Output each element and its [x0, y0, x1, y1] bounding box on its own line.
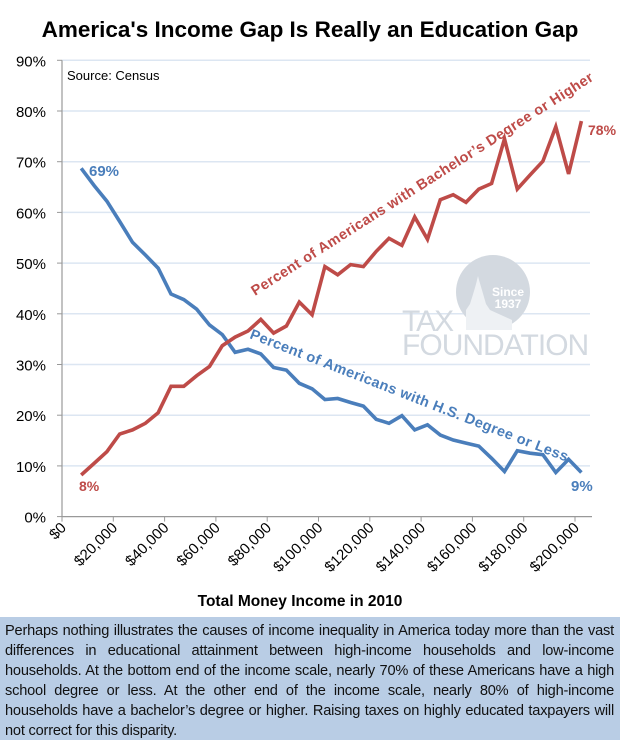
y-tick-label: 40% [16, 307, 46, 324]
x-tick-label: $40,000 [122, 519, 172, 569]
x-tick-label: $120,000 [321, 519, 377, 575]
y-tick-label: 10% [16, 459, 46, 476]
series-lines [79, 120, 584, 477]
source-note: Source: Census [67, 68, 160, 83]
bachelors-start-label: 8% [79, 478, 100, 494]
bachelors-end-label: 78% [588, 122, 617, 138]
line-chart: America's Income Gap Is Really an Educat… [16, 17, 617, 610]
caption-footer: Perhaps nothing illustrates the causes o… [0, 617, 620, 740]
source-box [63, 62, 173, 88]
x-tick-label: $60,000 [173, 519, 223, 569]
x-tick-label: $140,000 [373, 519, 429, 575]
x-tick-label: $0 [46, 519, 70, 543]
y-tick-label: 50% [16, 256, 46, 273]
hs-start-label: 69% [89, 163, 119, 180]
gridlines [62, 59, 590, 467]
watermark-tax: TAX [402, 305, 454, 338]
x-tick-label: $160,000 [424, 519, 480, 575]
x-axis-label: Total Money Income in 2010 [198, 593, 403, 610]
y-tick-label: 0% [24, 510, 46, 527]
capitol-dome-icon [466, 276, 512, 330]
tax-foundation-watermark: Since 1937 TAX FOUNDATION [402, 255, 590, 362]
chart-title: America's Income Gap Is Really an Educat… [42, 17, 579, 42]
y-tick-label: 30% [16, 358, 46, 375]
y-tick-label: 20% [16, 408, 46, 425]
y-tick-label: 60% [16, 205, 46, 222]
watermark-since: Since [492, 285, 524, 299]
series-label-bachelors: Percent of Americans with Bachelor’s Deg… [249, 70, 597, 300]
watermark-year: 1937 [495, 297, 522, 311]
hs-degree-line [79, 167, 583, 476]
bachelors-degree-line [79, 120, 584, 477]
caption-text: Perhaps nothing illustrates the causes o… [5, 623, 614, 739]
hs-end-label: 9% [571, 478, 593, 495]
x-tick-label: $100,000 [270, 519, 326, 575]
x-tick-label: $20,000 [71, 519, 121, 569]
x-tick-label: $180,000 [475, 519, 531, 575]
y-tick-label: 90% [16, 53, 46, 70]
y-tick-label: 70% [16, 155, 46, 172]
x-tick-label: $200,000 [527, 519, 583, 575]
x-tick-label: $80,000 [225, 519, 275, 569]
y-tick-label: 80% [16, 104, 46, 121]
watermark-foundation: FOUNDATION [402, 329, 588, 362]
